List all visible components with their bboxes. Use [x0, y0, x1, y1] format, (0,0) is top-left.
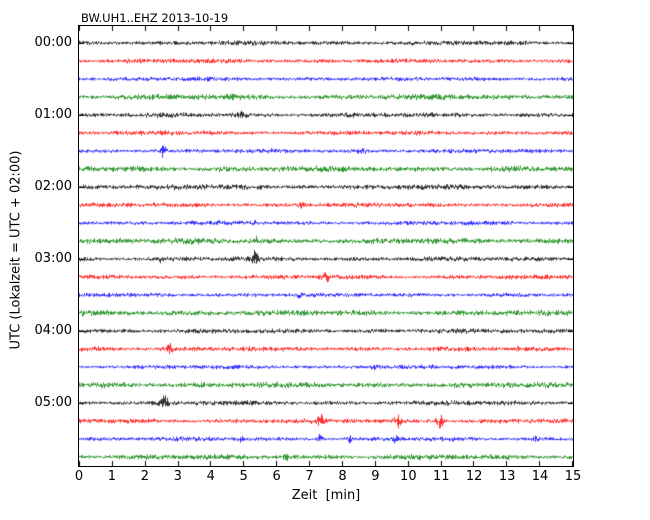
x-tick-label: 11	[432, 469, 450, 484]
y-tick-label: 01:00	[34, 107, 72, 122]
y-tick-label: 05:00	[34, 395, 72, 410]
x-tick-label: 4	[206, 469, 215, 484]
x-tick-label: 15	[564, 469, 582, 484]
x-tick-label: 6	[272, 469, 281, 484]
x-tick-label: 3	[173, 469, 182, 484]
x-tick-label: 8	[338, 469, 347, 484]
x-tick-label: 1	[107, 469, 117, 484]
x-tick-label: 2	[140, 469, 149, 484]
plot-area	[78, 25, 574, 467]
x-tick-label: 10	[400, 469, 417, 484]
y-tick-label: 00:00	[34, 35, 72, 50]
plot-title: BW.UH1..EHZ 2013-10-19	[81, 11, 229, 25]
x-tick-label: 7	[305, 469, 314, 484]
x-tick-label: 13	[498, 469, 516, 484]
y-tick-label: 04:00	[34, 323, 72, 338]
y-tick-label: 03:00	[34, 251, 72, 266]
x-tick-label: 5	[239, 469, 248, 484]
x-tick-label: 9	[371, 469, 380, 484]
x-tick-label: 12	[465, 469, 483, 484]
waveform-canvas	[79, 26, 573, 466]
x-tick-label: 0	[74, 469, 84, 484]
x-tick-label: 14	[531, 469, 549, 484]
y-tick-label: 02:00	[34, 179, 72, 194]
x-axis-label: Zeit [min]	[291, 488, 361, 503]
